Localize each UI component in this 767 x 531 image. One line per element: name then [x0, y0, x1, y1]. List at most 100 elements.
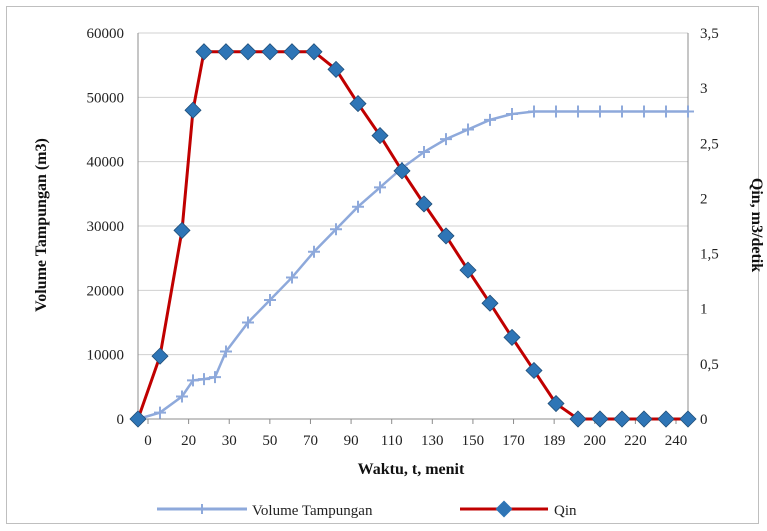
qin-point [591, 410, 609, 428]
qin-point [547, 394, 565, 413]
qin-point [393, 162, 411, 180]
x-tick-label: 200 [584, 433, 607, 449]
series-qin [129, 43, 697, 428]
x-tick-label: 150 [462, 433, 485, 449]
qin-point [503, 328, 521, 346]
x-tick-label: 30 [222, 433, 237, 449]
right-y-axis-ticks: 0 0,5 1 1,5 2 2,5 3 3,5 [700, 26, 719, 428]
legend-label-qin: Qin [554, 503, 577, 519]
volume-point [187, 374, 199, 387]
qin-point [437, 227, 455, 245]
volume-point [352, 200, 364, 213]
y-right-tick-label: 1 [700, 302, 708, 318]
volume-point [484, 113, 496, 126]
volume-point [242, 316, 254, 329]
y-left-tick-label: 10000 [87, 348, 125, 364]
volume-point [660, 105, 672, 118]
y-left-tick-label: 0 [117, 412, 125, 428]
volume-point [462, 123, 474, 136]
qin-point [305, 43, 323, 61]
volume-line [137, 110, 688, 421]
chart-frame [6, 6, 759, 524]
y-left-tick-label: 60000 [87, 26, 125, 42]
volume-point [154, 406, 166, 419]
qin-point [679, 410, 697, 428]
qin-point [129, 410, 147, 428]
volume-point [638, 105, 650, 118]
y-right-tick-label: 2,5 [700, 136, 719, 152]
qin-point [217, 43, 235, 61]
qin-point [481, 294, 499, 312]
legend-item-volume: Volume Tampungan [157, 503, 373, 519]
volume-point [528, 105, 540, 118]
x-tick-label: 189 [543, 433, 566, 449]
volume-point [374, 181, 386, 194]
y-right-tick-label: 3,5 [700, 26, 719, 42]
qin-point [195, 43, 213, 61]
volume-point [506, 108, 518, 121]
x-tick-label: 70 [303, 433, 318, 449]
x-tick-label: 50 [262, 433, 277, 449]
y-right-tick-label: 0,5 [700, 357, 719, 373]
volume-point [616, 105, 628, 118]
qin-point [613, 410, 631, 428]
qin-point [184, 101, 202, 119]
volume-point [418, 146, 430, 159]
x-axis-title: Waktu, t, menit [358, 461, 465, 478]
x-tick-label: 90 [344, 433, 359, 449]
qin-point [173, 221, 191, 239]
qin-point [261, 43, 279, 61]
volume-point [264, 293, 276, 306]
volume-point [594, 105, 606, 118]
qin-point [415, 195, 433, 213]
legend: Volume Tampungan Qin [157, 500, 577, 519]
x-tick-label: 240 [665, 433, 688, 449]
volume-point [286, 271, 298, 284]
volume-point [572, 105, 584, 118]
volume-point [176, 390, 188, 403]
legend-label-volume: Volume Tampungan [252, 503, 373, 519]
legend-volume-marker [197, 504, 207, 514]
qin-point [239, 43, 257, 61]
y-right-tick-label: 3 [700, 81, 708, 97]
qin-point [283, 43, 301, 61]
y-right-tick-label: 2 [700, 191, 708, 207]
qin-point [371, 127, 389, 145]
y-left-tick-label: 30000 [87, 219, 125, 235]
volume-point [220, 345, 232, 358]
volume-point [682, 105, 694, 118]
volume-point [440, 133, 452, 146]
y-right-tick-label: 0 [700, 412, 708, 428]
x-tick-label: 0 [144, 433, 152, 449]
x-tick-label: 130 [421, 433, 444, 449]
x-tick-label: 220 [624, 433, 647, 449]
y-left-tick-label: 20000 [87, 283, 125, 299]
left-y-axis-title: Volume Tampungan (m3) [33, 138, 50, 312]
x-tick-label: 110 [381, 433, 403, 449]
qin-point [635, 410, 653, 428]
qin-point [525, 361, 543, 380]
x-tick-label: 20 [181, 433, 196, 449]
volume-point [209, 371, 221, 384]
legend-item-qin: Qin [460, 500, 577, 519]
qin-point [569, 410, 587, 428]
x-axis-ticks: 0 20 30 50 70 90 110 130 150 170 189 200 220 240 [144, 419, 687, 449]
volume-point [550, 105, 562, 118]
qin-point [349, 95, 367, 113]
volume-point [330, 223, 342, 236]
y-right-tick-label: 1,5 [700, 247, 719, 263]
qin-point [459, 261, 477, 279]
qin-point [327, 60, 345, 78]
right-y-axis-title: Qin, m3/detik [748, 178, 765, 272]
volume-point [308, 245, 320, 258]
volume-point [198, 373, 210, 386]
gridlines [138, 32, 688, 356]
y-left-tick-label: 50000 [87, 90, 125, 106]
legend-qin-marker [495, 500, 513, 518]
series-volume-tampungan [132, 105, 694, 425]
qin-point [151, 347, 169, 365]
y-left-tick-label: 40000 [87, 155, 125, 171]
left-y-axis-ticks: 0 10000 20000 30000 40000 50000 60000 [87, 26, 125, 428]
x-tick-label: 170 [502, 433, 525, 449]
